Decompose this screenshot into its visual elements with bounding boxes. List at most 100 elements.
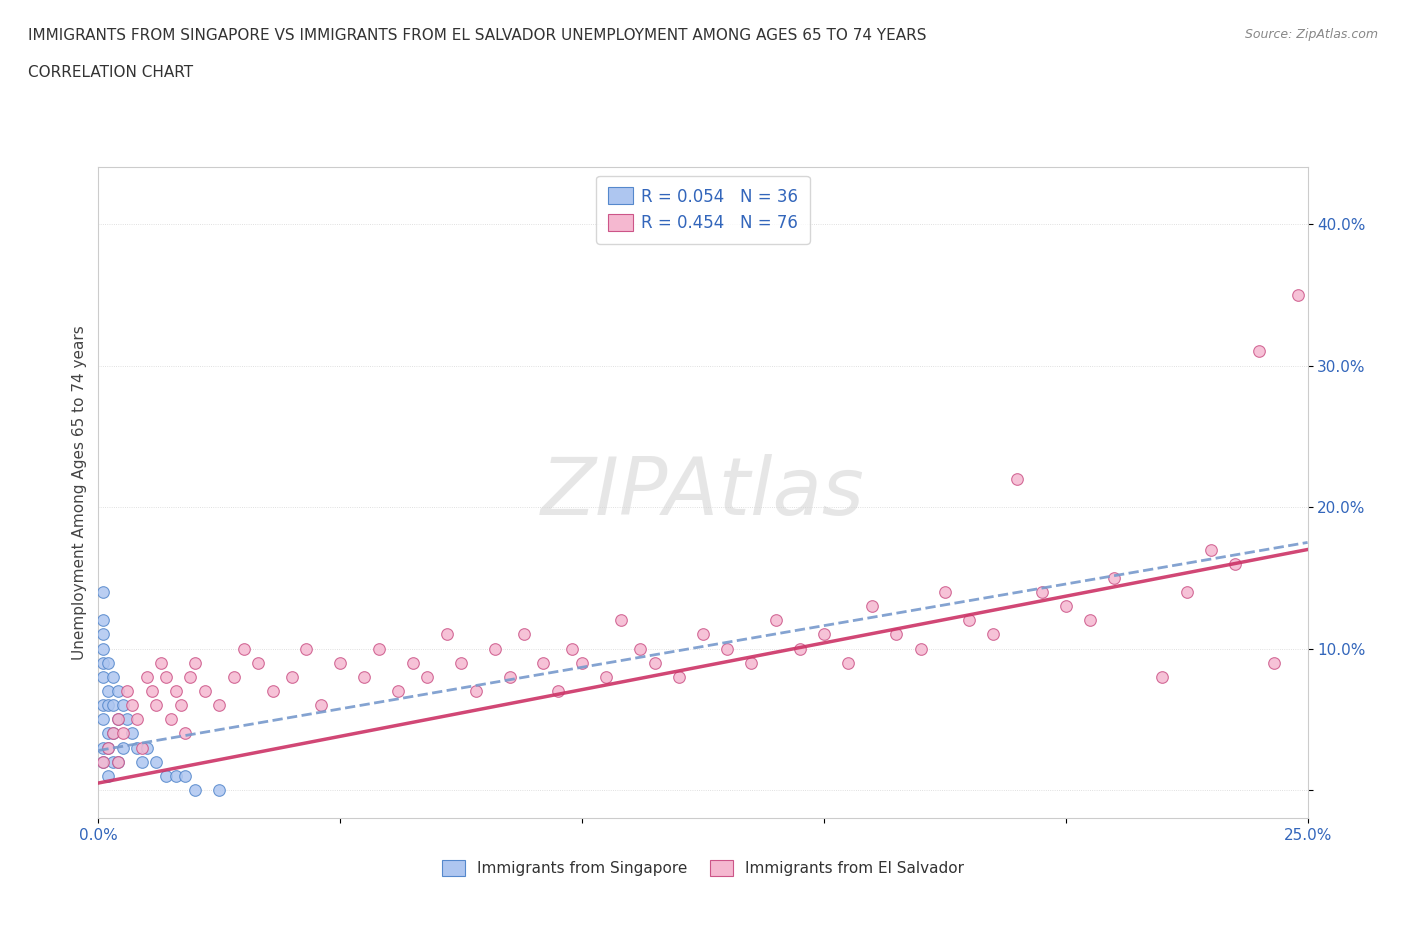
Point: [450, 656, 472, 671]
Point: [644, 656, 666, 671]
Text: ZIPAtlas: ZIPAtlas: [541, 454, 865, 532]
Point: [97, 726, 120, 741]
Point: [107, 754, 129, 769]
Point: [208, 698, 231, 712]
Point: [135, 670, 157, 684]
Point: [571, 656, 593, 671]
Point: [860, 599, 883, 614]
Point: [97, 768, 120, 783]
Point: [716, 641, 738, 656]
Point: [174, 726, 197, 741]
Point: [547, 684, 569, 698]
Point: [353, 670, 375, 684]
Point: [107, 684, 129, 698]
Text: Source: ZipAtlas.com: Source: ZipAtlas.com: [1244, 28, 1378, 41]
Point: [402, 656, 425, 671]
Point: [127, 711, 149, 726]
Point: [740, 656, 762, 671]
Point: [208, 783, 231, 798]
Point: [387, 684, 409, 698]
Point: [101, 726, 124, 741]
Point: [145, 698, 167, 712]
Point: [97, 698, 120, 712]
Point: [1078, 613, 1101, 628]
Point: [165, 768, 187, 783]
Point: [155, 670, 177, 684]
Point: [141, 684, 163, 698]
Point: [131, 754, 153, 769]
Point: [97, 740, 120, 755]
Point: [595, 670, 617, 684]
Point: [101, 726, 124, 741]
Point: [145, 754, 167, 769]
Point: [262, 684, 284, 698]
Point: [155, 768, 177, 783]
Point: [222, 670, 245, 684]
Point: [97, 656, 120, 671]
Point: [179, 670, 201, 684]
Point: [101, 698, 124, 712]
Point: [232, 641, 254, 656]
Point: [765, 613, 787, 628]
Point: [513, 627, 536, 642]
Text: CORRELATION CHART: CORRELATION CHART: [28, 65, 193, 80]
Point: [886, 627, 908, 642]
Point: [1223, 556, 1246, 571]
Point: [184, 656, 207, 671]
Point: [247, 656, 270, 671]
Point: [165, 684, 187, 698]
Point: [91, 740, 114, 755]
Point: [484, 641, 506, 656]
Point: [91, 613, 114, 628]
Point: [91, 670, 114, 684]
Point: [934, 585, 956, 600]
Point: [957, 613, 980, 628]
Point: [91, 754, 114, 769]
Point: [97, 740, 120, 755]
Point: [1102, 570, 1125, 585]
Point: [111, 698, 134, 712]
Point: [160, 711, 183, 726]
Point: [1054, 599, 1077, 614]
Point: [1031, 585, 1053, 600]
Point: [91, 698, 114, 712]
Point: [150, 656, 173, 671]
Point: [131, 740, 153, 755]
Point: [561, 641, 583, 656]
Point: [910, 641, 932, 656]
Point: [628, 641, 651, 656]
Point: [101, 754, 124, 769]
Point: [1199, 542, 1222, 557]
Point: [436, 627, 458, 642]
Point: [91, 711, 114, 726]
Point: [789, 641, 811, 656]
Point: [91, 656, 114, 671]
Y-axis label: Unemployment Among Ages 65 to 74 years: Unemployment Among Ages 65 to 74 years: [72, 326, 87, 660]
Point: [111, 740, 134, 755]
Point: [668, 670, 690, 684]
Point: [91, 585, 114, 600]
Point: [107, 754, 129, 769]
Point: [194, 684, 217, 698]
Point: [184, 783, 207, 798]
Point: [416, 670, 439, 684]
Point: [1175, 585, 1198, 600]
Point: [107, 711, 129, 726]
Point: [174, 768, 197, 783]
Point: [97, 684, 120, 698]
Point: [281, 670, 304, 684]
Point: [813, 627, 835, 642]
Point: [368, 641, 391, 656]
Point: [295, 641, 318, 656]
Point: [169, 698, 191, 712]
Point: [981, 627, 1004, 642]
Point: [309, 698, 332, 712]
Legend: Immigrants from Singapore, Immigrants from El Salvador: Immigrants from Singapore, Immigrants fr…: [436, 854, 970, 883]
Point: [1152, 670, 1174, 684]
Point: [1007, 472, 1029, 486]
Point: [101, 670, 124, 684]
Point: [91, 754, 114, 769]
Point: [121, 698, 143, 712]
Text: IMMIGRANTS FROM SINGAPORE VS IMMIGRANTS FROM EL SALVADOR UNEMPLOYMENT AMONG AGES: IMMIGRANTS FROM SINGAPORE VS IMMIGRANTS …: [28, 28, 927, 43]
Point: [498, 670, 520, 684]
